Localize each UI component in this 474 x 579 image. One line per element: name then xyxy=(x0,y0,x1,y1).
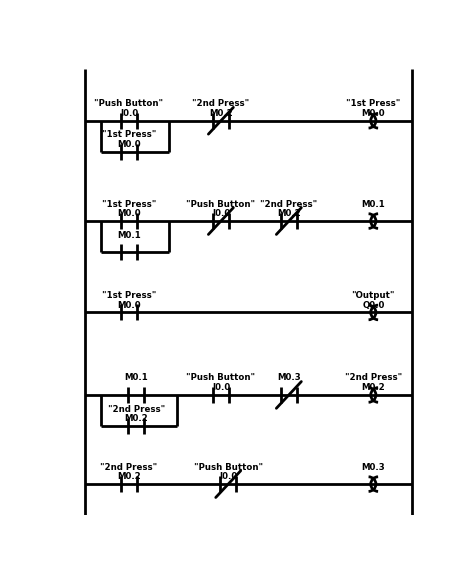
Text: "Output": "Output" xyxy=(352,291,395,300)
Text: M0.2: M0.2 xyxy=(117,472,141,481)
Text: M0.3: M0.3 xyxy=(362,463,385,472)
Text: "2nd Press": "2nd Press" xyxy=(345,373,402,383)
Text: M0.0: M0.0 xyxy=(117,140,141,149)
Text: M0.0: M0.0 xyxy=(117,301,141,310)
Text: "2nd Press": "2nd Press" xyxy=(108,405,165,413)
Text: M0.2: M0.2 xyxy=(209,109,233,118)
Text: M0.2: M0.2 xyxy=(277,210,301,218)
Text: M0.3: M0.3 xyxy=(277,373,301,383)
Text: M0.1: M0.1 xyxy=(117,231,141,240)
Text: Q0.0: Q0.0 xyxy=(362,301,384,310)
Text: "2nd Press": "2nd Press" xyxy=(260,200,318,208)
Text: M0.2: M0.2 xyxy=(125,415,148,423)
Text: "Push Button": "Push Button" xyxy=(194,463,263,472)
Text: "1st Press": "1st Press" xyxy=(102,291,156,300)
Text: M0.1: M0.1 xyxy=(362,200,385,208)
Text: "Push Button": "Push Button" xyxy=(186,200,255,208)
Text: "1st Press": "1st Press" xyxy=(102,200,156,208)
Text: M0.0: M0.0 xyxy=(117,210,141,218)
Text: M0.0: M0.0 xyxy=(362,109,385,118)
Text: "1st Press": "1st Press" xyxy=(346,99,401,108)
Text: "Push Button": "Push Button" xyxy=(94,99,164,108)
Text: M0.1: M0.1 xyxy=(125,373,148,383)
Text: I0.0: I0.0 xyxy=(212,383,230,392)
Text: I0.0: I0.0 xyxy=(120,109,138,118)
Text: "2nd Press": "2nd Press" xyxy=(100,463,158,472)
Text: "Push Button": "Push Button" xyxy=(186,373,255,383)
Text: "2nd Press": "2nd Press" xyxy=(192,99,249,108)
Text: I0.0: I0.0 xyxy=(212,210,230,218)
Text: "1st Press": "1st Press" xyxy=(102,130,156,140)
Text: M0.2: M0.2 xyxy=(362,383,385,392)
Text: I0.0: I0.0 xyxy=(219,472,237,481)
